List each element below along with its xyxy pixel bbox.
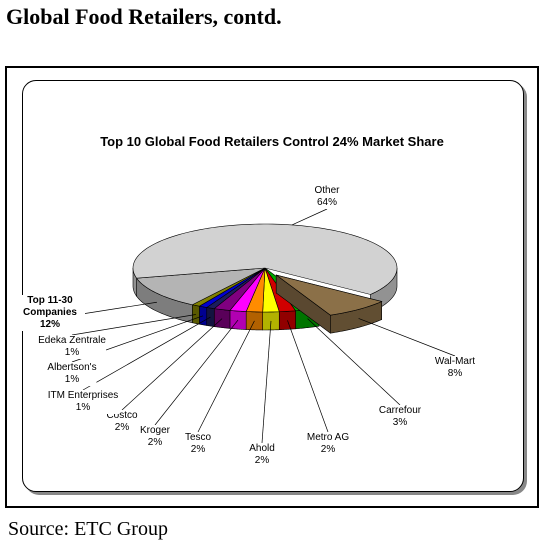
slice-shade: [214, 308, 230, 329]
slice-value: 2%: [320, 444, 336, 455]
leader-line: [71, 314, 196, 336]
slice-value: 2%: [190, 444, 206, 455]
slice-label: Ahold 2%: [249, 443, 275, 467]
slice-name: Edeka Zentrale: [38, 335, 106, 346]
slice-value: 1%: [64, 374, 80, 385]
slice-shade: [330, 301, 382, 334]
slice-shade: [262, 311, 280, 330]
slice-name: Other: [314, 185, 340, 196]
slice-name: Tesco: [184, 432, 212, 443]
slice-name: Wal-Mart: [434, 356, 476, 367]
slice-shade: [192, 304, 200, 325]
leader-line: [358, 318, 456, 357]
slice-name: ITM Enterprises: [47, 390, 119, 401]
slice-label: Metro AG 2%: [306, 432, 350, 456]
slice-label: Wal-Mart 8%: [434, 356, 476, 380]
frame: [5, 66, 539, 508]
slice-shade: [279, 310, 296, 330]
slice-name: Costco: [106, 410, 138, 421]
slice-label: Carrefour 3%: [378, 405, 422, 429]
page-title: Global Food Retailers, contd.: [6, 4, 282, 29]
slice-value: 64%: [316, 197, 338, 208]
slice-name: Metro AG: [306, 432, 350, 443]
slice-value: 2%: [114, 422, 130, 433]
slice-name: Ahold: [249, 443, 275, 454]
slice-value: 1%: [64, 347, 80, 358]
slice-value: 1%: [75, 402, 91, 413]
chart-title: Top 10 Global Food Retailers Control 24%…: [100, 134, 444, 149]
leader-line: [197, 320, 255, 433]
slice-value: 3%: [392, 417, 408, 428]
slice-value: 2%: [254, 455, 270, 466]
slice: [276, 274, 383, 316]
leader-line: [291, 208, 328, 226]
slice-label: Albertson's 1%: [47, 362, 97, 386]
leader-line: [82, 316, 211, 391]
slice-label: Tesco 2%: [184, 432, 212, 456]
slice: [132, 223, 398, 295]
leader-line: [307, 318, 401, 406]
slice-name: Albertson's: [47, 362, 97, 373]
slice-label: Top 11-30 Companies 12%: [15, 295, 85, 331]
slice-label: Other 64%: [314, 185, 340, 209]
slice-label: ITM Enterprises 1%: [47, 390, 119, 414]
slice-label: Edeka Zentrale 1%: [38, 335, 106, 359]
slice-value: 12%: [39, 319, 60, 330]
slice-shade: [133, 268, 137, 297]
slice-label: Costco 2%: [106, 410, 138, 434]
slice-value: 2%: [147, 437, 163, 448]
source: Source: ETC Group: [8, 518, 168, 540]
slice: [136, 267, 266, 306]
slice-value: 8%: [447, 368, 463, 379]
slice-name: Kroger: [139, 425, 171, 436]
leader-line: [261, 320, 272, 444]
slice-name: Carrefour: [378, 405, 422, 416]
slice-shade: [206, 307, 215, 327]
slice-label: Kroger 2%: [139, 425, 171, 449]
leader-line: [121, 318, 223, 411]
leader-line: [154, 319, 239, 426]
leader-line: [287, 320, 329, 433]
slice-shade: [246, 311, 263, 330]
slice-name: Top 11-30 Companies: [23, 295, 77, 318]
slice-shade: [136, 278, 193, 323]
